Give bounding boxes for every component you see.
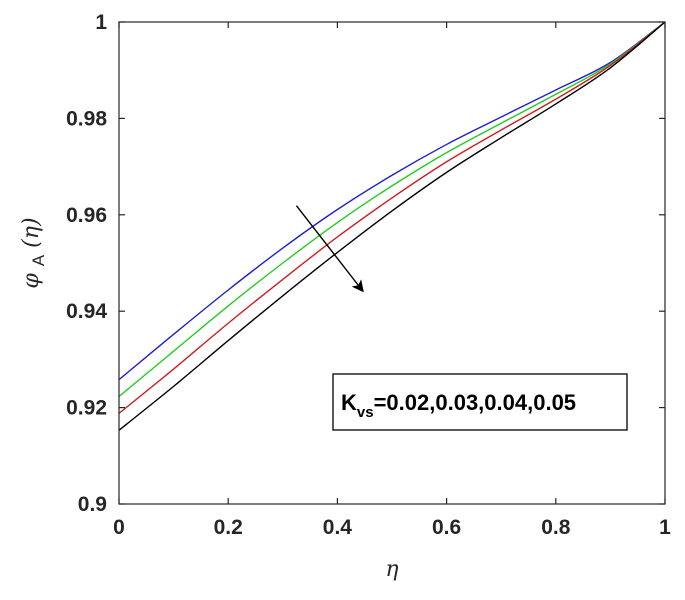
y-tick-label: 0.94: [66, 300, 107, 323]
series-line-3: [118, 21, 666, 414]
svg-text:φ A (η): φ A (η): [19, 217, 50, 288]
plot-area-frame: [118, 21, 666, 505]
y-axis-label-argument: (η): [19, 217, 44, 247]
y-axis-label-symbol: φ: [19, 273, 44, 289]
y-axis-label: φ A (η): [19, 217, 50, 288]
y-tick-label: 0.96: [66, 204, 107, 227]
series-line-2: [118, 21, 666, 398]
x-tick-label: 0.8: [541, 516, 571, 539]
annotation-label: Kvs=0.02,0.03,0.04,0.05: [341, 390, 576, 421]
series-line-1: [118, 21, 666, 381]
y-tick-label: 0.9: [78, 493, 107, 516]
annotation-values: =0.02,0.03,0.04,0.05: [374, 390, 576, 415]
y-tick-label: 0.98: [66, 107, 107, 130]
y-tick-label: 1: [95, 11, 107, 34]
annotation-subscript: vs: [357, 404, 374, 421]
x-tick-label: 1: [659, 516, 671, 539]
series-line-4: [118, 21, 666, 431]
x-tick-label: 0.4: [323, 516, 353, 539]
ticks-layer: 0 0.2 0.4 0.6 0.8 1 0.9 0.92 0.94 0.96 0.98 1: [66, 11, 671, 539]
x-tick-label: 0: [113, 516, 125, 539]
annotation-layer: Kvs=0.02,0.03,0.04,0.05: [295, 205, 628, 431]
x-tick-label: 0.2: [214, 516, 243, 539]
x-tick-label: 0.6: [432, 516, 461, 539]
y-axis-label-subscript: A: [29, 254, 48, 266]
x-axis-label: η: [385, 557, 398, 582]
annotation-symbol: K: [341, 390, 357, 415]
series-layer: [118, 21, 666, 431]
annotation-box: [332, 373, 628, 431]
y-tick-label: 0.92: [66, 397, 107, 420]
trend-arrow: [295, 205, 364, 293]
